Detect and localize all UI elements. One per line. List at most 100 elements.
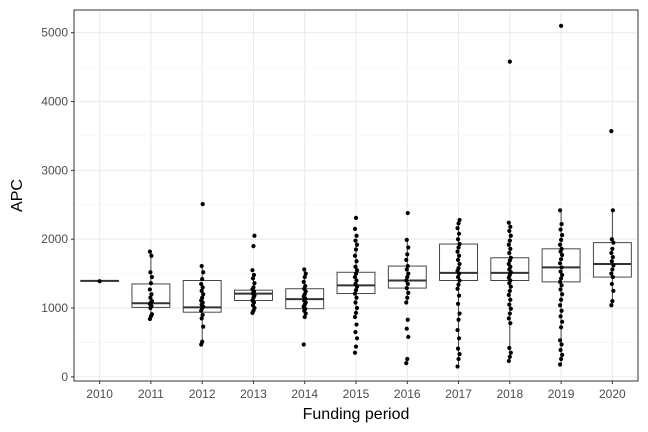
data-point bbox=[559, 252, 565, 258]
data-point bbox=[250, 268, 255, 273]
data-point bbox=[559, 342, 564, 347]
data-point bbox=[200, 277, 205, 282]
points-2020 bbox=[609, 129, 616, 308]
data-point bbox=[352, 350, 358, 355]
points-2017 bbox=[455, 217, 462, 369]
data-point bbox=[609, 250, 614, 256]
data-point bbox=[353, 344, 359, 349]
data-point bbox=[405, 263, 410, 269]
data-point bbox=[354, 278, 359, 283]
data-point bbox=[352, 274, 358, 280]
data-point bbox=[457, 241, 462, 247]
x-tick-label: 2011 bbox=[138, 387, 164, 401]
data-point bbox=[353, 247, 359, 252]
data-point bbox=[302, 274, 307, 280]
data-point bbox=[353, 264, 358, 269]
data-point bbox=[609, 281, 614, 287]
data-point bbox=[149, 274, 155, 280]
data-point bbox=[610, 274, 615, 280]
data-point bbox=[406, 271, 411, 276]
data-point bbox=[559, 221, 564, 227]
data-point bbox=[352, 226, 358, 231]
data-point bbox=[200, 285, 205, 290]
data-point bbox=[507, 302, 512, 307]
data-point bbox=[506, 242, 511, 247]
x-tick-label: 2020 bbox=[599, 387, 626, 401]
data-point bbox=[200, 295, 205, 300]
data-point bbox=[557, 338, 563, 343]
data-point bbox=[559, 272, 565, 278]
data-point bbox=[404, 361, 409, 366]
data-point bbox=[506, 358, 511, 364]
data-point bbox=[558, 276, 564, 281]
data-point bbox=[301, 342, 306, 347]
data-point bbox=[354, 295, 359, 300]
data-point bbox=[200, 312, 205, 318]
data-point bbox=[610, 255, 615, 260]
data-point bbox=[199, 263, 204, 269]
data-point bbox=[302, 267, 307, 272]
data-point bbox=[353, 281, 358, 287]
data-point bbox=[354, 233, 359, 238]
data-point bbox=[354, 268, 360, 273]
data-point bbox=[558, 237, 564, 242]
data-point bbox=[251, 285, 256, 290]
data-point bbox=[405, 210, 410, 216]
points-2019 bbox=[557, 23, 565, 367]
data-point bbox=[610, 246, 615, 251]
x-tick-label: 2016 bbox=[394, 387, 421, 401]
data-point bbox=[405, 317, 410, 322]
data-point bbox=[457, 261, 462, 267]
data-point bbox=[559, 246, 564, 251]
data-point bbox=[557, 279, 563, 284]
points-2011 bbox=[147, 249, 155, 322]
y-tick-label: 3000 bbox=[41, 163, 68, 177]
data-point bbox=[250, 276, 256, 281]
data-point bbox=[303, 271, 308, 276]
data-point bbox=[354, 322, 359, 327]
data-point bbox=[559, 352, 565, 357]
data-point bbox=[557, 362, 563, 367]
data-point bbox=[201, 270, 206, 275]
data-point bbox=[508, 246, 513, 251]
data-point bbox=[611, 263, 616, 268]
data-point bbox=[301, 279, 306, 284]
data-point bbox=[352, 291, 358, 296]
points-2015 bbox=[352, 215, 360, 355]
data-point bbox=[147, 249, 153, 254]
data-point bbox=[558, 356, 564, 362]
data-point bbox=[559, 292, 565, 297]
point-series bbox=[97, 23, 616, 369]
data-point bbox=[404, 267, 409, 272]
data-point bbox=[558, 314, 563, 319]
data-point bbox=[404, 278, 409, 283]
data-point bbox=[558, 347, 563, 353]
data-point bbox=[404, 237, 409, 242]
data-point bbox=[559, 232, 565, 238]
data-point bbox=[354, 259, 359, 264]
data-point bbox=[455, 364, 460, 369]
data-point bbox=[456, 282, 461, 287]
data-point bbox=[200, 339, 205, 344]
data-point bbox=[507, 238, 512, 243]
data-point bbox=[507, 345, 512, 351]
data-point bbox=[508, 224, 513, 229]
data-point bbox=[199, 288, 204, 293]
data-point bbox=[507, 288, 512, 293]
y-tick-label: 2000 bbox=[41, 232, 68, 246]
data-point bbox=[149, 253, 154, 258]
data-point bbox=[148, 295, 153, 300]
x-tick-label: 2017 bbox=[445, 387, 472, 401]
data-point bbox=[508, 321, 513, 326]
data-point bbox=[455, 346, 461, 351]
data-point bbox=[456, 317, 461, 322]
data-point bbox=[457, 217, 462, 223]
data-point bbox=[456, 356, 461, 362]
data-point bbox=[404, 300, 409, 305]
data-point bbox=[404, 257, 409, 262]
data-point bbox=[456, 245, 461, 250]
data-point bbox=[201, 292, 206, 297]
data-point bbox=[507, 311, 512, 316]
data-point bbox=[610, 208, 615, 213]
